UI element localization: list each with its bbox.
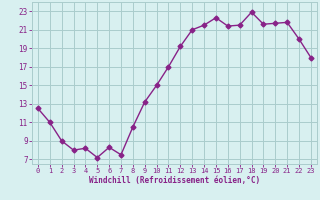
- X-axis label: Windchill (Refroidissement éolien,°C): Windchill (Refroidissement éolien,°C): [89, 176, 260, 185]
